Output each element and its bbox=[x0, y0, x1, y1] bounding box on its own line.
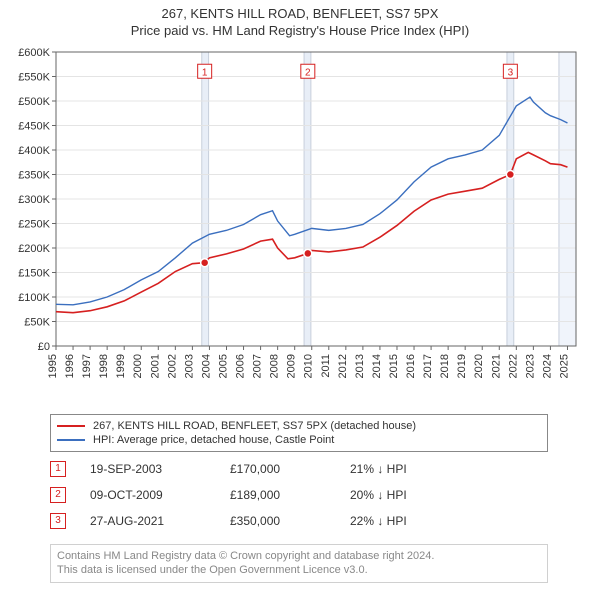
x-tick-label: 2013 bbox=[354, 354, 366, 378]
x-tick-label: 2002 bbox=[166, 354, 178, 378]
x-tick-label: 2003 bbox=[183, 354, 195, 378]
y-tick-label: £0 bbox=[38, 341, 50, 353]
event-row: 3 27-AUG-2021£350,00022% ↓ HPI bbox=[50, 508, 548, 534]
chart-titles: 267, KENTS HILL ROAD, BENFLEET, SS7 5PX … bbox=[0, 0, 600, 38]
event-price: £350,000 bbox=[230, 514, 350, 528]
license-text: Contains HM Land Registry data © Crown c… bbox=[50, 544, 548, 583]
sale-events-table: 1 19-SEP-2003£170,00021% ↓ HPI 2 09-OCT-200… bbox=[50, 456, 548, 534]
y-tick-label: £550K bbox=[18, 72, 50, 84]
x-tick-label: 2012 bbox=[337, 354, 349, 378]
x-tick-label: 2016 bbox=[405, 354, 417, 378]
y-tick-label: £100K bbox=[18, 292, 50, 304]
event-diff: 21% ↓ HPI bbox=[350, 462, 407, 476]
x-tick-label: 2010 bbox=[303, 354, 315, 378]
marker-box-label-2: 2 bbox=[305, 67, 311, 78]
y-tick-label: £250K bbox=[18, 219, 50, 231]
y-tick-label: £500K bbox=[18, 96, 50, 108]
x-tick-label: 1999 bbox=[115, 354, 127, 378]
legend: 267, KENTS HILL ROAD, BENFLEET, SS7 5PX … bbox=[50, 414, 548, 452]
event-diff: 22% ↓ HPI bbox=[350, 514, 407, 528]
sale-point-3 bbox=[506, 171, 514, 179]
event-date: 19-SEP-2003 bbox=[90, 462, 230, 476]
x-tick-label: 2020 bbox=[473, 354, 485, 378]
x-tick-label: 1995 bbox=[47, 354, 59, 378]
y-tick-label: £400K bbox=[18, 145, 50, 157]
title-subtitle: Price paid vs. HM Land Registry's House … bbox=[0, 21, 600, 38]
marker-box-label-1: 1 bbox=[202, 67, 208, 78]
y-tick-label: £600K bbox=[18, 47, 50, 59]
event-marker: 3 bbox=[50, 513, 66, 529]
x-tick-label: 2015 bbox=[388, 354, 400, 378]
x-tick-label: 2021 bbox=[490, 354, 502, 378]
x-tick-label: 2008 bbox=[269, 354, 281, 378]
x-tick-label: 2022 bbox=[507, 354, 519, 378]
x-tick-label: 2019 bbox=[456, 354, 468, 378]
x-tick-label: 2006 bbox=[235, 354, 247, 378]
marker-box-label-3: 3 bbox=[508, 67, 514, 78]
y-tick-label: £350K bbox=[18, 170, 50, 182]
event-date: 09-OCT-2009 bbox=[90, 488, 230, 502]
legend-swatch bbox=[57, 439, 85, 441]
x-tick-label: 1998 bbox=[98, 354, 110, 378]
x-tick-label: 1996 bbox=[64, 354, 76, 378]
y-tick-label: £200K bbox=[18, 243, 50, 255]
x-tick-label: 2004 bbox=[200, 354, 212, 378]
x-tick-label: 2000 bbox=[132, 354, 144, 378]
y-tick-label: £450K bbox=[18, 121, 50, 133]
x-tick-label: 2001 bbox=[149, 354, 161, 378]
legend-swatch bbox=[57, 425, 85, 427]
y-tick-label: £50K bbox=[24, 317, 50, 329]
event-marker: 1 bbox=[50, 461, 66, 477]
event-diff: 20% ↓ HPI bbox=[350, 488, 407, 502]
x-tick-label: 2023 bbox=[524, 354, 536, 378]
y-tick-label: £300K bbox=[18, 194, 50, 206]
price-vs-hpi-chart: £0 £50K £100K £150K £200K £250K £300K £350K £400… bbox=[10, 46, 590, 408]
event-row: 2 09-OCT-2009£189,00020% ↓ HPI bbox=[50, 482, 548, 508]
y-tick-label: £150K bbox=[18, 268, 50, 280]
event-price: £170,000 bbox=[230, 462, 350, 476]
event-price: £189,000 bbox=[230, 488, 350, 502]
x-tick-label: 2009 bbox=[286, 354, 298, 378]
sale-point-2 bbox=[304, 249, 312, 257]
x-tick-label: 2018 bbox=[439, 354, 451, 378]
x-tick-label: 2005 bbox=[217, 354, 229, 378]
event-row: 1 19-SEP-2003£170,00021% ↓ HPI bbox=[50, 456, 548, 482]
x-tick-label: 2017 bbox=[422, 354, 434, 378]
title-address: 267, KENTS HILL ROAD, BENFLEET, SS7 5PX bbox=[0, 6, 600, 21]
event-date: 27-AUG-2021 bbox=[90, 514, 230, 528]
x-tick-label: 2011 bbox=[320, 354, 332, 378]
license-line-1: Contains HM Land Registry data © Crown c… bbox=[57, 549, 541, 563]
event-marker: 2 bbox=[50, 487, 66, 503]
x-tick-label: 2014 bbox=[371, 354, 383, 378]
legend-row: HPI: Average price, detached house, Cast… bbox=[57, 433, 541, 447]
x-tick-label: 2025 bbox=[558, 354, 570, 378]
license-line-2: This data is licensed under the Open Gov… bbox=[57, 563, 541, 577]
legend-row: 267, KENTS HILL ROAD, BENFLEET, SS7 5PX … bbox=[57, 419, 541, 433]
x-tick-label: 2024 bbox=[541, 354, 553, 378]
legend-label: 267, KENTS HILL ROAD, BENFLEET, SS7 5PX … bbox=[93, 420, 416, 432]
sale-point-1 bbox=[201, 259, 209, 267]
legend-label: HPI: Average price, detached house, Cast… bbox=[93, 434, 334, 446]
x-tick-label: 2007 bbox=[252, 354, 264, 378]
x-tick-label: 1997 bbox=[81, 354, 93, 378]
